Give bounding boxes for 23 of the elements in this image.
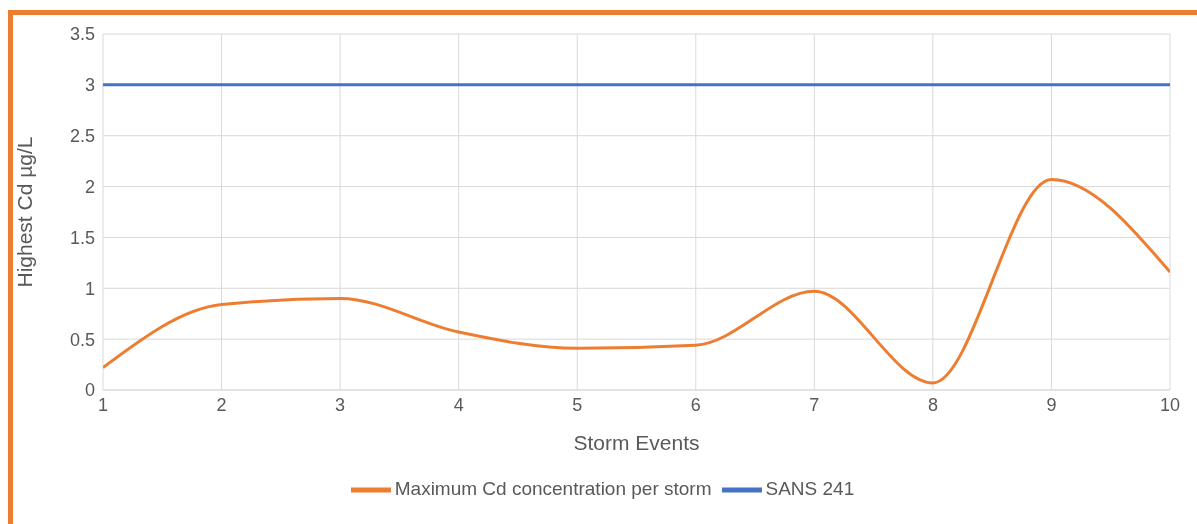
y-tick-label: 1	[84, 278, 95, 299]
x-tick-label: 1	[97, 394, 109, 415]
y-tick-label: 0	[84, 380, 95, 401]
y-tick-label: 3	[84, 75, 95, 96]
legend-label: SANS 241	[765, 478, 855, 500]
x-tick-label: 3	[335, 394, 346, 415]
x-tick-label: 8	[927, 394, 938, 415]
y-tick-label: 2	[84, 176, 95, 197]
line-series	[103, 177, 1170, 385]
legend-label: Maximum Cd concentration per storm	[394, 478, 712, 500]
x-tick-label: 4	[453, 394, 464, 415]
y-axis-title: Highest Cd µg/L	[13, 136, 37, 288]
x-tick-label: 10	[1159, 394, 1181, 415]
y-tick-label: 2.5	[69, 126, 95, 147]
x-tick-label: 5	[572, 394, 583, 415]
x-tick-label: 2	[216, 394, 227, 415]
y-tick-label: 3.5	[69, 24, 95, 45]
x-axis-title: Storm Events	[573, 430, 700, 454]
x-tick-label: 6	[690, 394, 701, 415]
x-tick-label: 9	[1046, 394, 1057, 415]
x-tick-label: 7	[809, 394, 820, 415]
y-tick-label: 0.5	[69, 329, 95, 350]
y-tick-label: 1.5	[69, 227, 95, 248]
